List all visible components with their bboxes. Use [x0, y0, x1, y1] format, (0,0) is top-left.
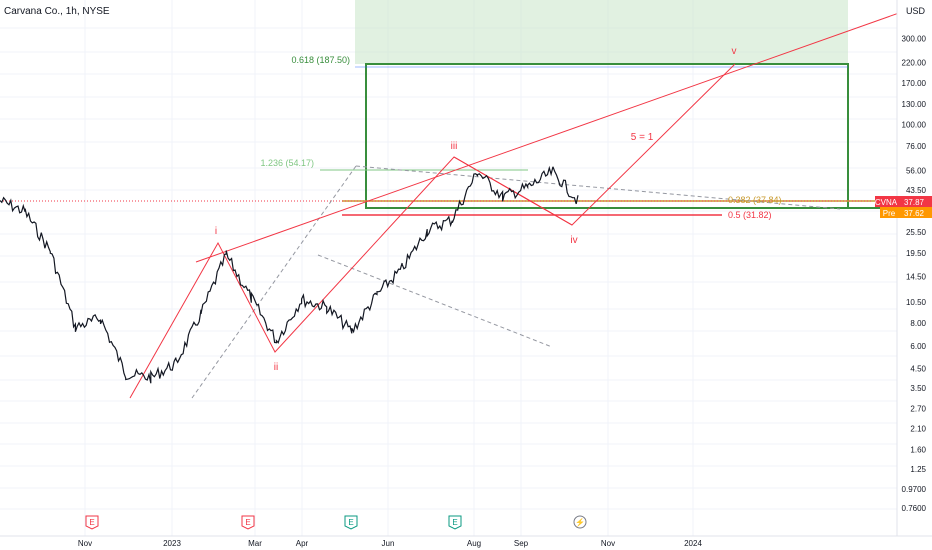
- price-tick-label: 100.00: [902, 121, 927, 130]
- currency-label: USD: [906, 6, 926, 16]
- wave-label-iv: iv: [570, 235, 577, 246]
- premarket-label: Pre: [883, 209, 896, 218]
- wave-label-i: i: [215, 226, 217, 237]
- symbol-badge-name: CVNA: [875, 198, 898, 207]
- time-tick-label: Nov: [78, 539, 92, 548]
- grid: [0, 0, 897, 536]
- time-tick-label: Mar: [248, 539, 262, 548]
- price-tick-label: 76.00: [906, 142, 927, 151]
- time-tick-label: Sep: [514, 539, 529, 548]
- time-tick-label: Aug: [467, 539, 481, 548]
- price-tick-label: 0.7600: [902, 504, 927, 513]
- price-line: [0, 165, 579, 384]
- time-tick-label: Apr: [296, 539, 309, 548]
- svg-text:E: E: [245, 518, 250, 527]
- chart-title: Carvana Co., 1h, NYSE: [4, 6, 110, 17]
- premarket-price: 37.62: [904, 209, 925, 218]
- svg-text:E: E: [452, 518, 457, 527]
- price-tick-label: 25.50: [906, 228, 927, 237]
- svg-text:E: E: [89, 518, 94, 527]
- price-tick-label: 170.00: [902, 79, 927, 88]
- earnings-marker-icon[interactable]: E: [85, 515, 99, 530]
- earnings-marker-icon[interactable]: E: [344, 515, 358, 530]
- earnings-marker-icon[interactable]: E: [448, 515, 462, 530]
- time-tick-label: Jun: [382, 539, 395, 548]
- price-tick-label: 19.50: [906, 249, 927, 258]
- target-zone: [355, 0, 848, 64]
- price-tick-label: 10.50: [906, 298, 927, 307]
- fib-0382-label: 0.382 (37.84): [728, 195, 782, 205]
- wave-label-ii: ii: [274, 362, 278, 373]
- price-series: [0, 165, 579, 384]
- price-tick-label: 8.00: [910, 319, 926, 328]
- fib-0618-label: 0.618 (187.50): [291, 55, 350, 65]
- price-tick-label: 2.10: [910, 424, 926, 433]
- price-tick-label: 3.50: [910, 384, 926, 393]
- time-tick-label: 2024: [684, 539, 702, 548]
- wave-label-iii: iii: [451, 141, 458, 152]
- time-tick-label: Nov: [601, 539, 615, 548]
- channel-lines[interactable]: [191, 165, 841, 399]
- price-tick-label: 220.00: [902, 59, 927, 68]
- price-scale[interactable]: USD: [896, 0, 932, 536]
- green-box[interactable]: [365, 63, 849, 209]
- price-tick-label: 4.50: [910, 364, 926, 373]
- price-tick-label: 14.50: [906, 273, 927, 282]
- earnings-marker-icon[interactable]: E: [241, 515, 255, 530]
- price-tick-label: 1.25: [910, 465, 926, 474]
- price-tick-label: 130.00: [902, 100, 927, 109]
- price-tick-label: 43.50: [906, 186, 927, 195]
- price-tick-label: 2.70: [910, 405, 926, 414]
- svg-text:E: E: [348, 518, 353, 527]
- time-tick-labels: Nov 2023 Mar Apr Jun Aug Sep Nov 2024: [78, 539, 703, 548]
- split-marker-icon[interactable]: ⚡: [573, 515, 587, 529]
- wave-equality-label: 5 = 1: [631, 132, 654, 143]
- time-tick-label: 2023: [163, 539, 181, 548]
- symbol-badge: CVNA 37.87: [875, 196, 932, 207]
- price-tick-label: 300.00: [902, 34, 927, 43]
- price-tick-label: 56.00: [906, 166, 927, 175]
- time-scale[interactable]: [0, 535, 932, 550]
- price-tick-label: 6.00: [910, 342, 926, 351]
- wave-label-v: v: [732, 46, 737, 57]
- premarket-badge: Pre 37.62: [880, 207, 932, 218]
- event-markers[interactable]: E E E E ⚡: [85, 515, 587, 530]
- fib-1236-label: 1.236 (54.17): [260, 158, 314, 168]
- last-price-badge: 37.87: [904, 198, 925, 207]
- price-tick-label: 0.9700: [902, 485, 927, 494]
- fib-05-label: 0.5 (31.82): [728, 210, 772, 220]
- price-tick-label: 1.60: [910, 446, 926, 455]
- svg-text:⚡: ⚡: [575, 517, 585, 527]
